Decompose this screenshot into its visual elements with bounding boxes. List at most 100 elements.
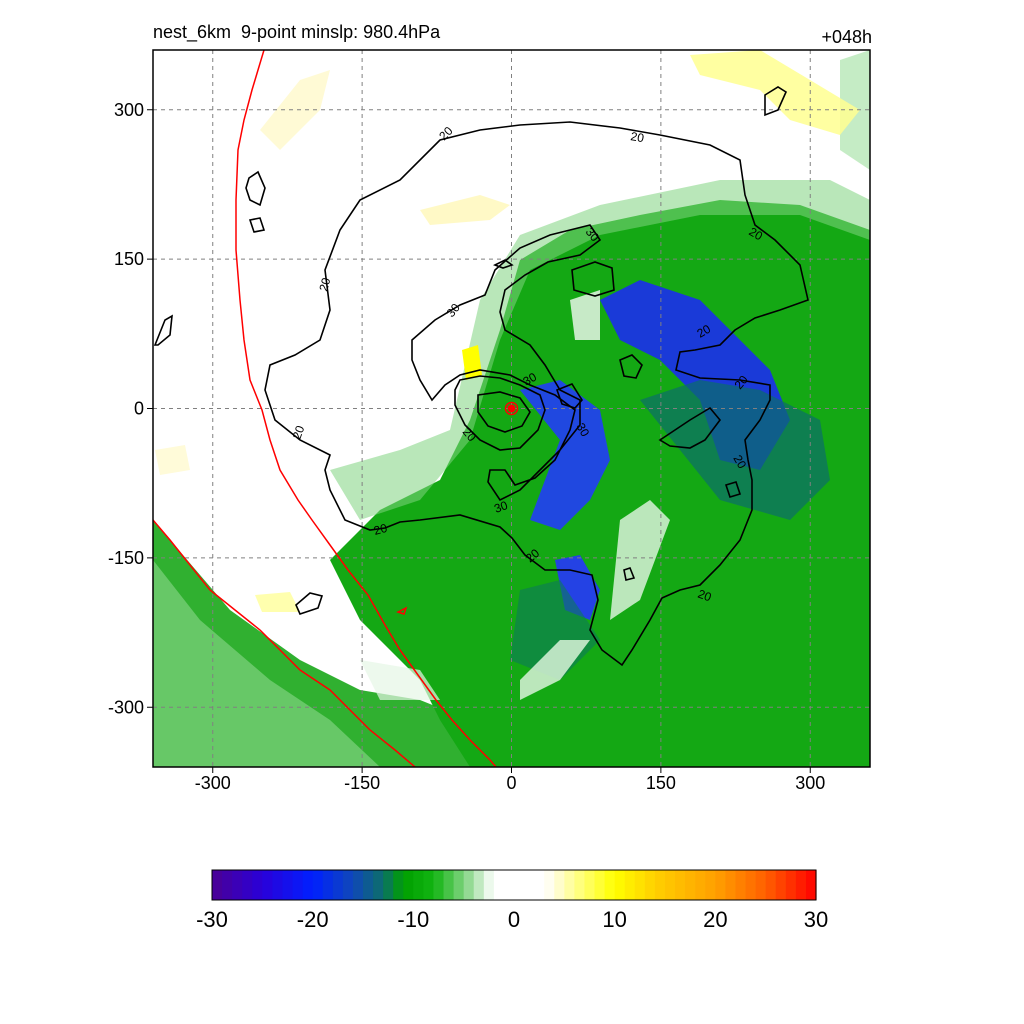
colorbar-band bbox=[393, 870, 404, 900]
coastline-inlet bbox=[396, 606, 408, 615]
storm-center-marker bbox=[504, 401, 519, 416]
colorbar-tick-label: 0 bbox=[508, 907, 520, 932]
colorbar-ticks: -30 -20 -10 0 10 20 30 bbox=[196, 907, 828, 932]
contour-layer bbox=[153, 86, 809, 667]
colorbar-band bbox=[292, 870, 304, 900]
colorbar-band bbox=[644, 870, 656, 900]
colorbar-band bbox=[212, 870, 223, 900]
chart-title: nest_6km 9-point minslp: 980.4hPa bbox=[153, 22, 441, 42]
colorbar-band bbox=[634, 870, 646, 900]
contour-label: 20 bbox=[629, 129, 645, 145]
colorbar-band bbox=[463, 870, 475, 900]
colorbar-band bbox=[503, 870, 515, 900]
colorbar-tick-label: 20 bbox=[703, 907, 727, 932]
colorbar-band bbox=[725, 870, 737, 900]
x-tick-label: 0 bbox=[506, 773, 516, 793]
y-tick-label: 300 bbox=[114, 100, 144, 120]
y-tick-label: -300 bbox=[108, 697, 144, 717]
field-region-yellow-w bbox=[155, 445, 190, 475]
contour-small-8 bbox=[555, 383, 583, 409]
colorbar-band bbox=[403, 870, 414, 900]
forecast-hour: +048h bbox=[821, 27, 872, 47]
contour-small-5 bbox=[295, 592, 324, 615]
contour-20-east bbox=[658, 406, 722, 449]
colorbar-band bbox=[514, 870, 525, 900]
colorbar-band bbox=[483, 870, 495, 900]
contour-small-4 bbox=[153, 314, 173, 346]
colorbar-band bbox=[665, 870, 676, 900]
colorbar-band bbox=[322, 870, 334, 900]
colorbar-band bbox=[312, 870, 324, 900]
colorbar-band bbox=[624, 870, 636, 900]
colorbar-band bbox=[564, 870, 575, 900]
colorbar-band bbox=[755, 870, 767, 900]
y-tick-label: -150 bbox=[108, 548, 144, 568]
colorbar-band bbox=[715, 870, 726, 900]
colorbar-tick-label: -30 bbox=[196, 907, 228, 932]
contour-label: 20 bbox=[290, 423, 308, 441]
colorbar-band bbox=[554, 870, 565, 900]
field-band-light-1 bbox=[610, 500, 670, 620]
colorbar-band bbox=[332, 870, 344, 900]
storm-center-dot bbox=[507, 404, 516, 413]
y-tick-label: 150 bbox=[114, 249, 144, 269]
colorbar-band bbox=[493, 870, 505, 900]
contour-label: 20 bbox=[747, 224, 766, 243]
field-region-lightgreen-sw bbox=[153, 520, 380, 767]
y-tick-label: 0 bbox=[134, 399, 144, 419]
colorbar-band bbox=[695, 870, 706, 900]
x-tick-label: 300 bbox=[795, 773, 825, 793]
colorbar-band bbox=[443, 870, 455, 900]
colorbar-band bbox=[383, 870, 394, 900]
colorbar-band bbox=[544, 870, 555, 900]
field-region-lightgreen-halo bbox=[330, 180, 870, 520]
contour-label: 20 bbox=[695, 322, 714, 341]
field-band-light-3 bbox=[570, 290, 600, 340]
colorbar-band bbox=[675, 870, 686, 900]
contour-small-3 bbox=[764, 86, 788, 117]
colorbar-band bbox=[222, 870, 233, 900]
colorbar-band bbox=[614, 870, 626, 900]
colorbar-band bbox=[705, 870, 716, 900]
colorbar-band bbox=[342, 870, 354, 900]
colorbar-band bbox=[282, 870, 294, 900]
colorbar-band bbox=[685, 870, 696, 900]
colorbar-band bbox=[473, 870, 485, 900]
colorbar-tick-label: -10 bbox=[397, 907, 429, 932]
field-band-light-4 bbox=[360, 660, 440, 700]
contour-label: 20 bbox=[372, 521, 389, 538]
coastline-southwest bbox=[153, 519, 416, 767]
colorbar-band bbox=[785, 870, 797, 900]
colorbar-band bbox=[252, 870, 263, 900]
contour-label: 20 bbox=[696, 587, 714, 605]
contour-small-9 bbox=[724, 481, 742, 498]
field-region-yellow-nw bbox=[260, 70, 330, 150]
contour-label: 20 bbox=[316, 276, 333, 293]
colorbar-band bbox=[534, 870, 545, 900]
contour-30-inner bbox=[411, 224, 602, 502]
colorbar-tick-label: 30 bbox=[804, 907, 828, 932]
colorbar-band bbox=[735, 870, 747, 900]
colorbar-bands bbox=[211, 869, 817, 901]
colorbar-band bbox=[574, 870, 586, 900]
contour-20-eye bbox=[477, 391, 531, 433]
colorbar-band bbox=[423, 870, 435, 900]
contour-small-6 bbox=[571, 261, 615, 297]
colorbar-band bbox=[795, 870, 807, 900]
storm-center-ring bbox=[504, 401, 519, 416]
colorbar-band bbox=[453, 870, 465, 900]
colorbar-band bbox=[242, 870, 253, 900]
x-axis: -300 -150 0 150 300 bbox=[195, 767, 825, 793]
colorbar-band bbox=[352, 870, 364, 900]
field-region-yellow-ne bbox=[690, 50, 860, 135]
colorbar-band bbox=[413, 870, 424, 900]
colorbar-band bbox=[775, 870, 787, 900]
y-axis: 300 150 0 -150 -300 bbox=[108, 100, 153, 717]
contour-small-7 bbox=[619, 354, 643, 379]
contour-30-eye bbox=[454, 375, 546, 451]
colorbar-band bbox=[363, 870, 374, 900]
contour-label: 20 bbox=[730, 453, 749, 472]
coastline-west bbox=[235, 50, 497, 767]
colorbar-band bbox=[262, 870, 273, 900]
